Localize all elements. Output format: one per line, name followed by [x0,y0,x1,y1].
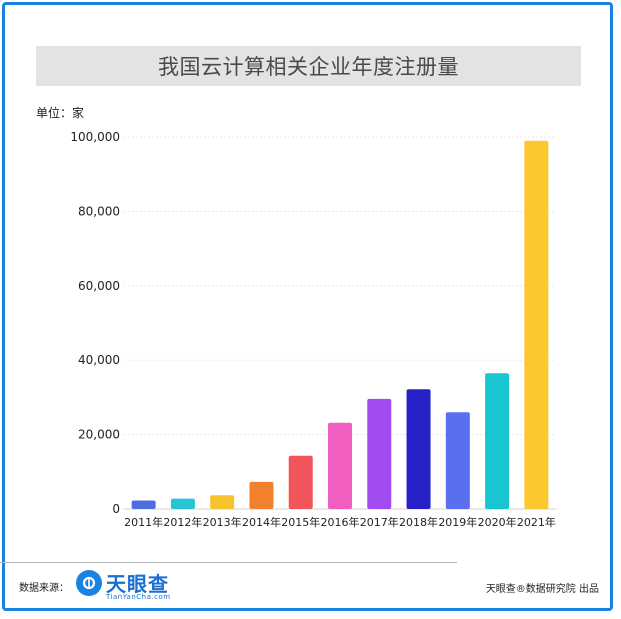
logo-icon [76,570,102,596]
bar-2020年 [485,373,510,509]
y-tick-label: 100,000 [70,130,120,144]
y-tick-label: 80,000 [78,204,120,218]
bar-2019年 [445,412,470,509]
x-tick-label: 2016年 [321,515,360,529]
x-tick-label: 2021年 [517,515,556,529]
chart-title: 我国云计算相关企业年度注册量 [158,55,459,79]
logo-subtitle: TianYanCha.com [106,593,171,601]
logo-name: 天眼查 [106,572,169,596]
bar-2016年 [328,422,352,509]
y-tick-label: 0 [112,502,120,516]
bar-2018年 [406,389,431,509]
bar-2021年 [524,140,549,509]
bar-2014年 [249,481,274,509]
y-tick-label: 60,000 [78,279,120,293]
y-tick-label: 20,000 [78,428,120,442]
bar-2011年 [131,500,156,509]
x-tick-label: 2014年 [242,515,281,529]
tianyancha-logo: 天眼查 TianYanCha.com [76,568,194,604]
x-tick-label: 2019年 [438,515,477,529]
unit-label: 单位：家 [36,106,85,120]
bar-2015年 [288,455,313,509]
x-tick-label: 2013年 [203,515,242,529]
x-tick-label: 2020年 [478,515,517,529]
x-tick-label: 2015年 [281,515,320,529]
x-tick-label: 2012年 [163,515,202,529]
x-tick-label: 2017年 [360,515,399,529]
source-label: 数据来源： [19,583,69,594]
footer-divider [0,562,457,563]
credit-text: 天眼查®数据研究院 出品 [485,584,599,595]
bar-2017年 [367,398,392,509]
title-banner: 我国云计算相关企业年度注册量 [36,46,581,86]
bar-2012年 [170,498,195,509]
x-tick-label: 2018年 [399,515,438,529]
x-tick-label: 2011年 [124,515,163,529]
y-tick-label: 40,000 [78,353,120,367]
bar-2013年 [210,495,235,509]
